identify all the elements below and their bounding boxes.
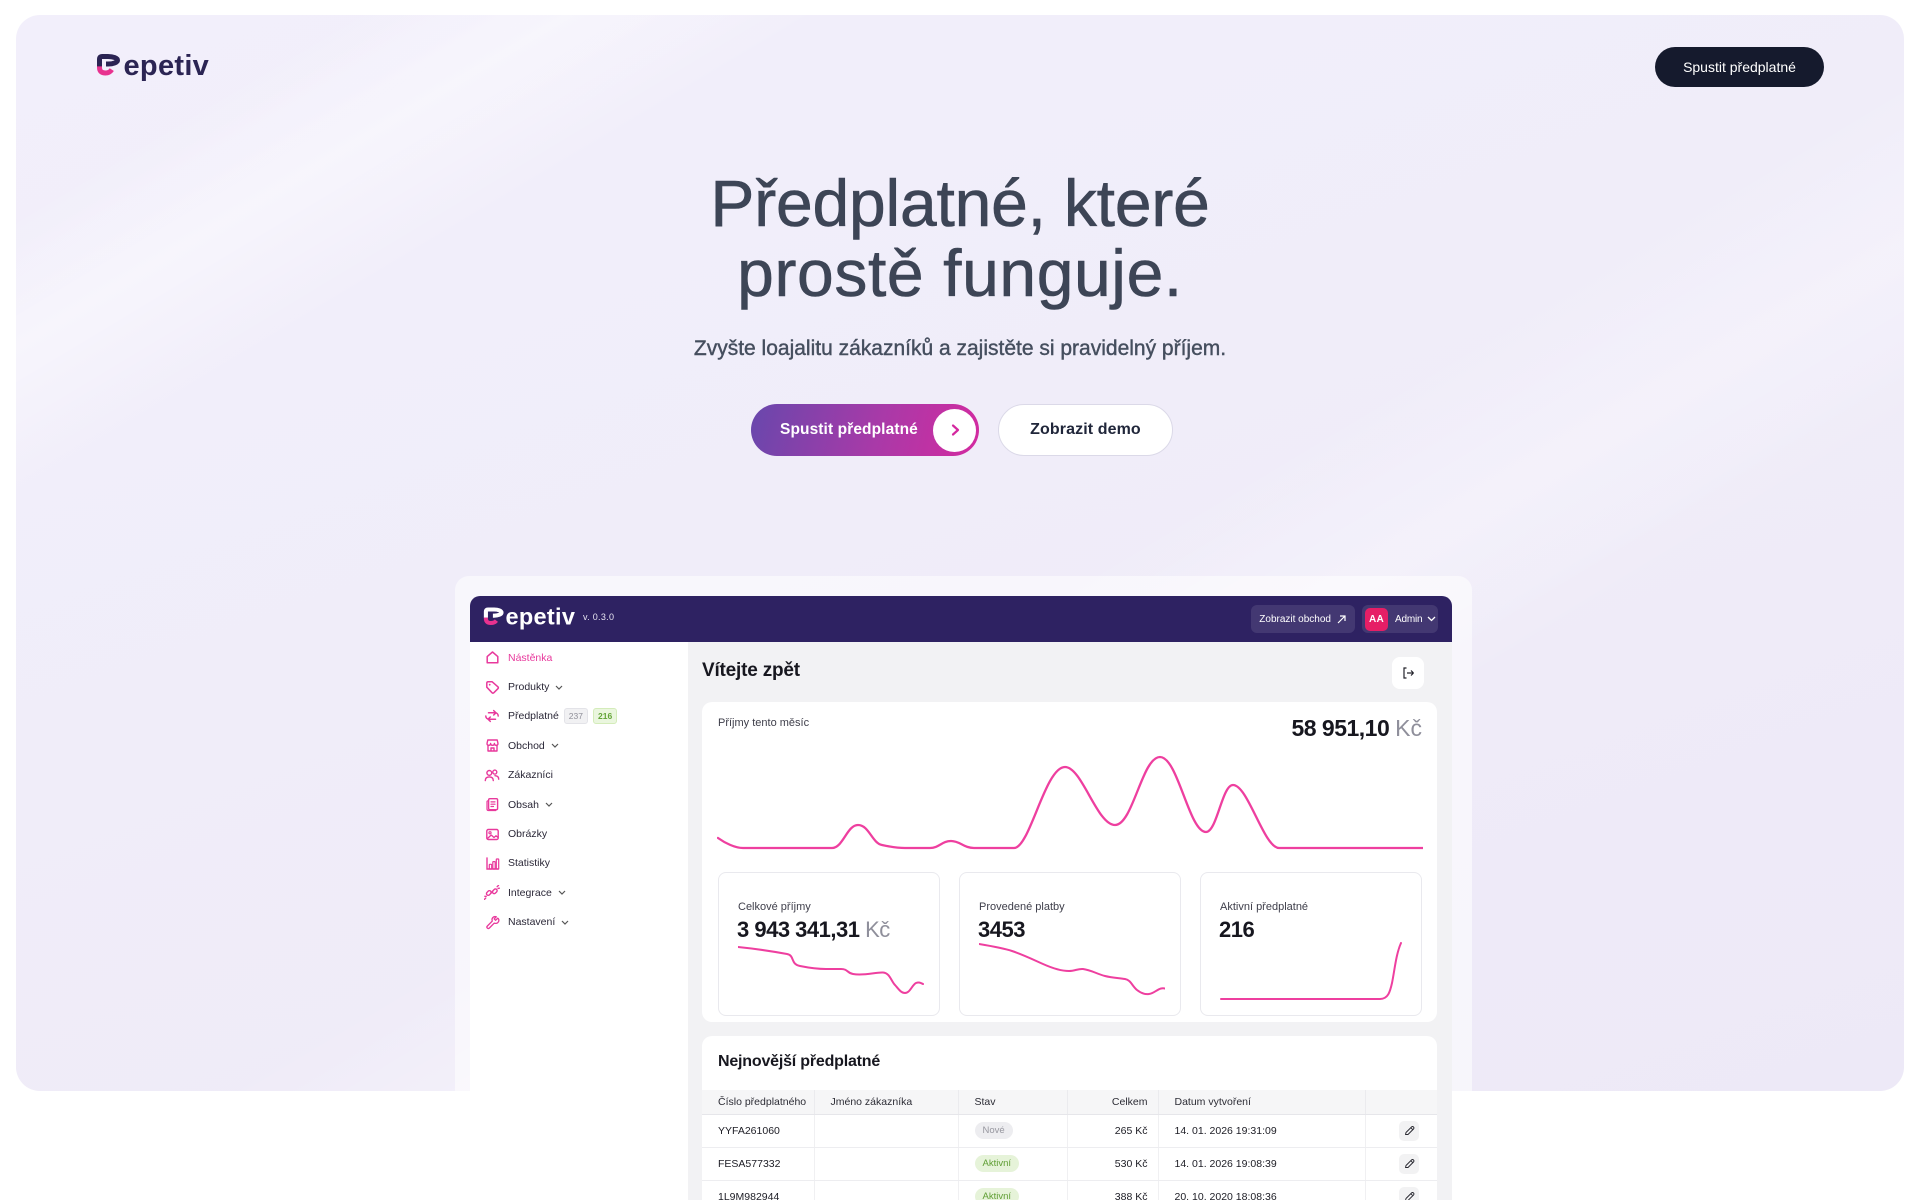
svg-text:epetiv: epetiv: [124, 51, 210, 82]
svg-text:epetiv: epetiv: [506, 605, 576, 630]
